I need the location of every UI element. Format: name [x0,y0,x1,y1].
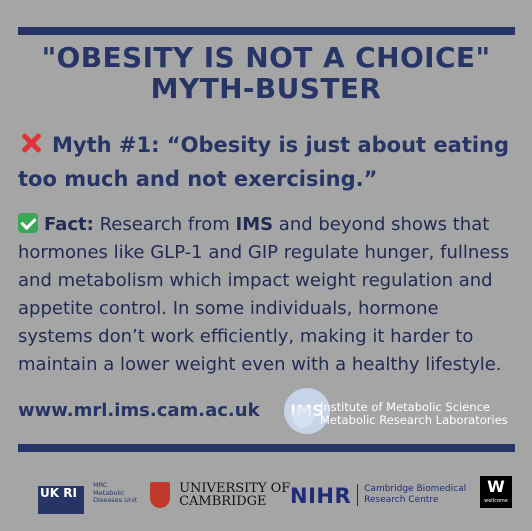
cambridge-line-2: CAMBRIDGE [179,494,267,509]
fact-text-part2: and beyond shows that hormones like GLP-… [18,214,510,375]
fact-text-part1: Research from [93,214,236,235]
myth-line-1: Myth #1: “Obesity is just about eating [52,133,510,157]
wellcome-text: wellcome [484,498,508,504]
title-line-2: MYTH-BUSTER [150,72,382,105]
ukri-mrc-logo: UK RI MRC Metabolic Diseases Unit [38,481,138,514]
cambridge-line-1: UNIVERSITY OF [179,481,291,496]
fact-ims: IMS [235,214,274,235]
title-line-1: "OBESITY IS NOT A CHOICE" [41,41,491,74]
ims-logo-accent-icon [292,406,314,428]
wellcome-mark: W [487,477,505,496]
partner-logos: UK RI MRC Metabolic Diseases Unit UNIVER… [0,470,532,520]
ims-logo-line-2: Metabolic Research Laboratories [320,413,508,427]
mrc-line-2: Metabolic [93,488,125,497]
fact-label: Fact: [44,214,94,235]
nihr-line-2: Research Centre [364,494,439,505]
cross-mark-icon [18,130,44,156]
top-divider [18,27,515,35]
cambridge-crest-icon [150,482,170,508]
cambridge-logo: UNIVERSITY OF CAMBRIDGE [150,482,290,508]
bottom-divider [18,444,515,452]
ims-logo: IMS Institute of Metabolic Science Metab… [284,388,524,438]
mrc-line-1: MRC [93,481,108,489]
nihr-mark: NIHR [290,484,352,508]
myth-statement: Myth #1: “Obesity is just about eating t… [18,128,518,196]
check-mark-icon [18,213,38,233]
cambridge-text: UNIVERSITY OF CAMBRIDGE [179,482,290,508]
website-link[interactable]: www.mrl.ims.cam.ac.uk [18,400,260,421]
mrc-text: MRC Metabolic Diseases Unit [93,481,138,505]
ims-logo-text: Institute of Metabolic Science Metabolic… [320,401,508,427]
nihr-text: Cambridge Biomedical Research Centre [364,484,466,505]
wellcome-logo: W wellcome [480,476,512,508]
mrc-line-3: Diseases Unit [93,496,138,504]
fact-paragraph: Fact: Research from IMS and beyond shows… [18,211,518,379]
myth-line-2: too much and not exercising.” [18,167,378,191]
nihr-separator [357,484,359,506]
ims-logo-line-1: Institute of Metabolic Science [320,400,490,414]
page-title: "OBESITY IS NOT A CHOICE" MYTH-BUSTER [0,42,532,104]
ukri-mark: UK RI [38,486,84,514]
nihr-line-1: Cambridge Biomedical [364,484,467,494]
nihr-logo: NIHR Cambridge Biomedical Research Centr… [290,484,466,508]
